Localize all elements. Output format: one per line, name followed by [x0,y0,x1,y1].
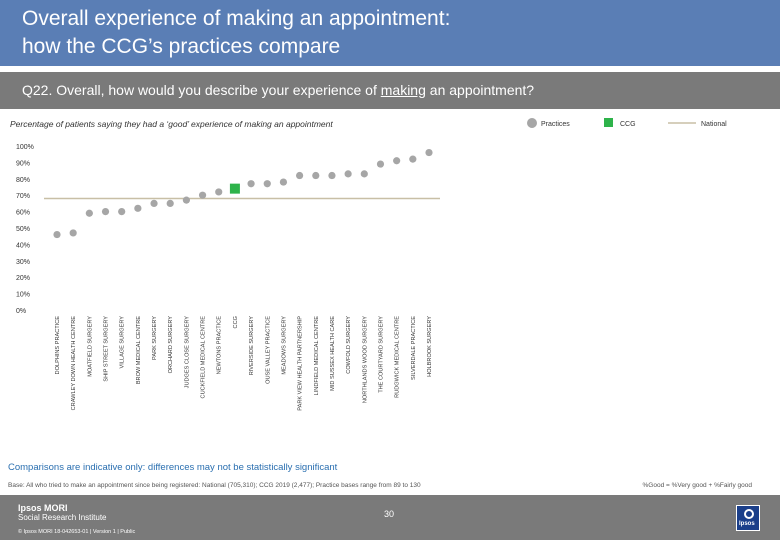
question-text: Q22. Overall, how would you describe you… [22,82,534,98]
question-suffix: an appointment? [425,82,535,98]
ipsos-badge-icon: Ipsos [736,505,760,531]
title-line-2: how the CCG’s practices compare [22,35,341,58]
category-label: THE COURTYARD SURGERY [378,316,384,393]
practice-point [360,170,368,178]
y-tick-label: 40% [16,242,30,249]
page-number: 30 [384,509,395,519]
y-tick-label: 60% [16,210,30,217]
y-tick-label: 20% [16,275,30,282]
header-banner: Overall experience of making an appointm… [0,0,780,66]
legend-national-label: National [701,121,727,128]
practice-point [279,178,288,186]
category-label: CUCKFIELD MEDICAL CENTRE [201,316,207,399]
practice-point [296,171,304,180]
practice-point [150,199,158,207]
category-label: HOLBROOK SURGERY [427,316,433,377]
practice-point [69,229,77,237]
category-label: OUSE VALLEY PRACTICE [265,316,271,384]
category-label: NORTHLANDS WOOD SURGERY [362,316,368,403]
practice-point [166,199,174,207]
practice-point [198,191,207,199]
page-title: Overall experience of making an appointm… [22,5,722,61]
practice-point [409,155,417,163]
legend-practices-marker [527,118,537,128]
category-label: MOATFIELD SURGERY [87,316,93,377]
badge-text: Ipsos [739,521,755,527]
question-bar: Q22. Overall, how would you describe you… [0,72,780,109]
copyright-text: © Ipsos MORI 18-042653-01 | Version 1 | … [18,529,136,535]
category-label: MID SUSSEX HEALTH CARE [330,316,336,391]
practice-point [344,170,352,178]
footer-bar: Ipsos MORI Social Research Institute © I… [0,495,780,540]
chart-svg: 0% 10% 20% 30% 40% 50% 60% 70% 80% 90% 100% DOLPHIN… [16,118,727,411]
category-label: PARK SURGERY [152,316,158,360]
good-definition: %Good = %Very good + %Fairly good [642,482,752,489]
y-tick-label: 100% [16,144,34,151]
y-tick-label: 50% [16,226,30,233]
y-tick-label: 0% [16,308,26,315]
category-label: PARK VIEW HEALTH PARTNERSHIP [298,316,304,411]
category-label: RUDGWICK MEDICAL CENTRE [395,316,401,398]
ccg-marker [229,183,240,194]
category-label: BROW MEDICAL CENTRE [136,316,142,384]
category-label: MEADOWS SURGERY [281,316,287,375]
base-text: Base: All who tried to make an appointme… [8,482,421,489]
practice-point [134,204,142,212]
sri-logo-text: Social Research Institute [18,513,107,522]
category-label: DOLPHINS PRACTICE [55,316,61,375]
y-tick-label: 70% [16,193,30,200]
practice-point [101,208,110,216]
category-label: JUDGES CLOSE SURGERY [184,316,190,389]
practice-point [328,171,336,180]
chart-subtitle: Percentage of patients saying they had a… [10,119,333,129]
practice-point [425,148,433,157]
y-tick-label: 10% [16,292,30,299]
comparison-note: Comparisons are indicative only: differe… [8,462,338,473]
badge-ring [744,509,754,519]
practice-point [263,180,271,188]
category-label: ORCHARD SURGERY [168,316,174,374]
y-tick-label: 30% [16,259,30,266]
category-label: SILVERDALE PRACTICE [411,316,417,380]
question-prefix: Q22. Overall, how would you describe you… [22,82,381,98]
legend-practices-label: Practices [541,121,570,128]
practice-point [53,230,61,239]
y-tick-label: 90% [16,160,30,167]
practice-point [376,160,385,168]
question-underlined: making [380,82,426,98]
practice-point [182,196,190,204]
category-label: RIVERSIDE SURGERY [249,316,255,376]
practice-point [312,171,320,180]
category-label: CCG [233,316,239,328]
category-label: NEWTONS PRACTICE [217,316,223,375]
practice-point [118,208,126,216]
y-tick-label: 80% [16,177,30,184]
title-line-1: Overall experience of making an appointm… [22,7,451,30]
legend-ccg-marker [604,118,613,127]
practice-point [85,209,93,217]
ipsos-mori-logo: Ipsos MORI [18,503,68,513]
practice-point [393,157,401,165]
category-label: SHIP STREET SURGERY [104,316,110,382]
practice-point [247,180,255,188]
category-label: LINDFIELD MEDICAL CENTRE [314,316,320,396]
category-label: VILLAGE SURGERY [120,316,126,369]
practice-point [215,188,223,196]
category-label: COWFOLD SURGERY [346,316,352,374]
category-label: CRAWLEY DOWN HEALTH CENTRE [71,316,77,411]
legend-ccg-label: CCG [620,121,636,128]
